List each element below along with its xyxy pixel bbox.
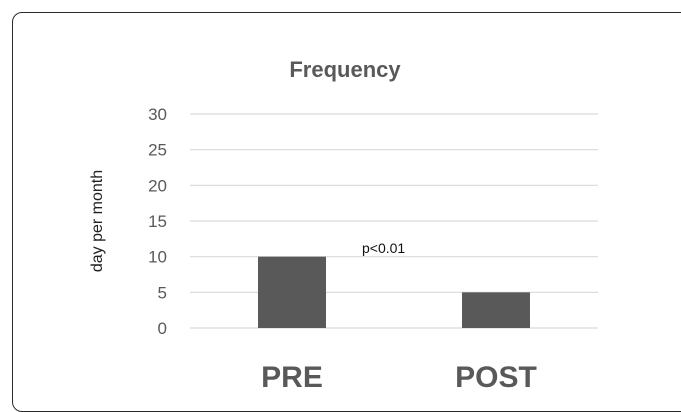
bar-pre bbox=[258, 256, 326, 328]
y-tick-label: 25 bbox=[148, 141, 167, 160]
y-tick-label: 10 bbox=[148, 248, 167, 267]
y-tick-label: 15 bbox=[148, 212, 167, 231]
gridlines bbox=[190, 113, 598, 329]
chart-title: Frequency bbox=[289, 57, 401, 82]
y-tick-label: 0 bbox=[158, 319, 167, 338]
x-tick-label-pre: PRE bbox=[261, 361, 323, 390]
y-tick-label: 20 bbox=[148, 176, 167, 195]
chart-frame bbox=[12, 12, 681, 412]
y-axis-label: day per month bbox=[89, 170, 106, 272]
y-tick-labels: 0 5 10 15 20 25 30 bbox=[148, 105, 167, 338]
x-tick-labels: PRE POST bbox=[261, 361, 537, 390]
x-tick-label-post: POST bbox=[455, 361, 537, 390]
bars bbox=[258, 256, 530, 328]
bar-chart: Frequency day per month 0 5 10 15 20 25 30 PRE… bbox=[89, 57, 598, 390]
p-value-annotation: p<0.01 bbox=[362, 240, 405, 256]
y-tick-label: 30 bbox=[148, 105, 167, 124]
bar-post bbox=[462, 292, 530, 328]
y-tick-label: 5 bbox=[158, 283, 167, 302]
